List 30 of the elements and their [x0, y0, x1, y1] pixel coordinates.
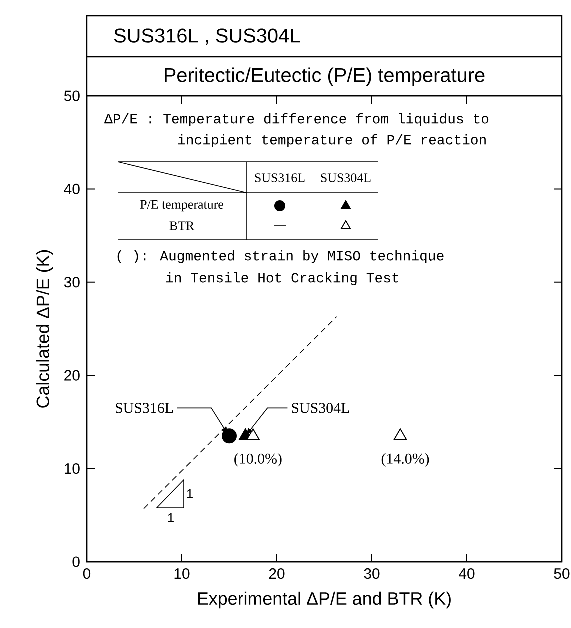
y-tick-label: 20 [64, 370, 80, 381]
annotation: 1 [168, 514, 174, 522]
annotation: P/E temperature [140, 200, 224, 212]
annotation: BTR [170, 222, 195, 230]
y-tick-label: 10 [64, 464, 80, 474]
x-tick-label: 20 [269, 568, 285, 580]
chart-title: SUS316L , SUS304L [114, 28, 300, 46]
annotation: 1 [187, 490, 193, 498]
y-tick-label: 30 [64, 277, 80, 288]
annotation: SUS316L [116, 403, 174, 414]
x-tick-label: 0 [83, 568, 91, 580]
y-tick-label: 40 [64, 184, 80, 194]
x-tick-label: 50 [554, 568, 570, 580]
annotation: in Tensile Hot Cracking Test [166, 272, 398, 286]
annotation: incipient temperature of P/E reaction [178, 134, 486, 148]
x-tick-label: 40 [459, 568, 475, 580]
x-tick-label: 30 [364, 568, 380, 580]
annotation: SUS304L [321, 174, 371, 182]
annotation: (10.0%) [234, 453, 282, 467]
chart-subtitle: Peritectic/Eutectic (P/E) temperature [165, 68, 485, 86]
y-tick-label: 0 [72, 556, 80, 568]
annotation: SUS316L [255, 174, 305, 182]
annotation: ΔP/E : Temperature difference from liquidus to [104, 113, 489, 126]
y-tick-label: 50 [64, 90, 80, 102]
x-axis-title: Experimental ΔP/E and BTR (K) [198, 592, 451, 609]
x-tick-label: 10 [174, 568, 190, 580]
annotation: SUS304L [292, 403, 350, 414]
y-axis-title: Calculated ΔP/E (K) [36, 250, 54, 408]
annotation: (14.0%) [382, 453, 430, 467]
annotation: ( ): Augmented strain by MISO technique [118, 250, 444, 264]
